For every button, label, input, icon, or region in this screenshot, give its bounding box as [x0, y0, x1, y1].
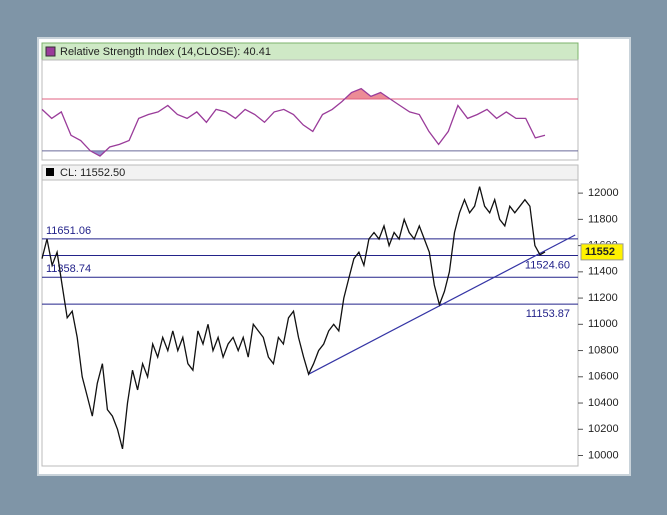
rsi-title: Relative Strength Index (14,CLOSE): 40.4…: [60, 46, 271, 58]
rsi-icon: [45, 46, 56, 57]
last-price-label: 11552: [585, 246, 615, 258]
y-tick-label: 10000: [588, 449, 619, 461]
y-tick-label: 10400: [588, 397, 619, 409]
price-line: [41, 186, 546, 450]
level-label: 11358.74: [46, 263, 91, 275]
trendline: [308, 234, 576, 375]
y-tick-label: 10800: [588, 344, 619, 356]
y-tick-label: 11800: [588, 213, 618, 225]
price-plot-frame: [41, 179, 579, 467]
price-icon: [46, 168, 54, 176]
chart-panel: [37, 37, 631, 476]
y-tick-label: 12000: [588, 187, 619, 199]
last-price-box: [580, 243, 624, 261]
y-tick-label: 10600: [588, 371, 619, 383]
level-label: 11153.87: [526, 308, 570, 320]
level-label: 11651.06: [46, 225, 91, 237]
y-tick-label: 10200: [588, 423, 619, 435]
y-tick-label: 11000: [588, 318, 618, 330]
level-label: 11524.60: [525, 259, 570, 271]
rsi-line: [41, 87, 546, 157]
y-tick-label: 11200: [588, 292, 618, 304]
y-tick-label: 11400: [588, 266, 618, 278]
price-title: CL: 11552.50: [60, 167, 125, 179]
